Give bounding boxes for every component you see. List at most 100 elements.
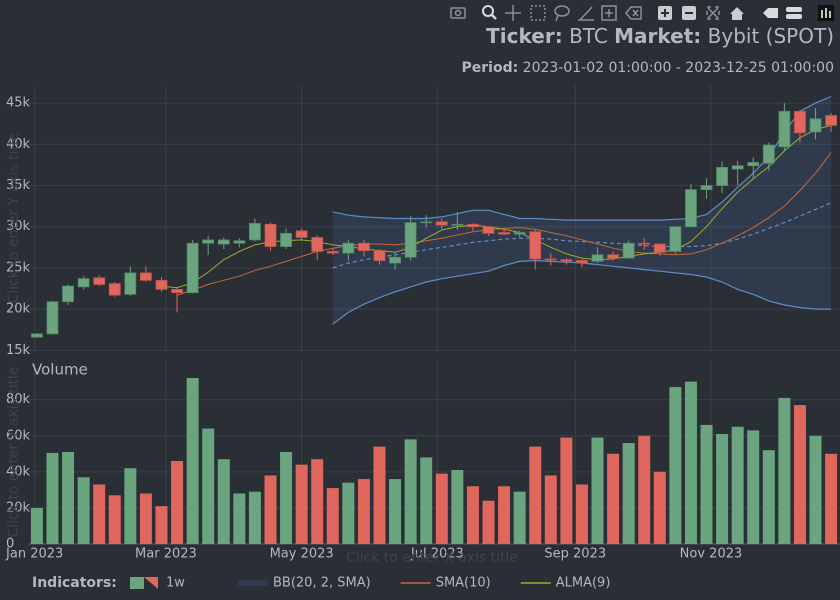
volume-bar: [544, 475, 557, 544]
y-tick-label: 0: [6, 537, 14, 552]
candle-body: [77, 278, 90, 288]
candle-body: [46, 301, 59, 335]
camera-button[interactable]: [450, 7, 466, 19]
x-tick-label: Mar 2023: [135, 547, 197, 562]
candle-body: [217, 239, 230, 245]
candle-body: [233, 240, 246, 244]
legend-item: SMA(10): [400, 576, 491, 591]
candle-body: [124, 272, 137, 295]
y-tick-label: 30k: [6, 219, 31, 234]
volume-bar: [248, 491, 261, 544]
spike-button[interactable]: [763, 8, 778, 18]
candle-body: [108, 283, 121, 296]
x-tick-label: May 2023: [270, 547, 334, 562]
title-label: Market:: [614, 24, 701, 48]
candle-body: [155, 279, 168, 290]
hover-button[interactable]: [786, 7, 802, 19]
candle-body: [140, 272, 152, 281]
volume-bar: [762, 450, 775, 544]
title-value: Bybit (SPOT): [708, 24, 834, 48]
legend-item: ALMA(9): [520, 576, 611, 591]
zoom-in-button[interactable]: [658, 6, 672, 20]
volume-bar: [124, 468, 137, 544]
legend-title: Indicators:: [32, 575, 117, 591]
volume-bar: [202, 428, 215, 544]
y-tick-label: 40k: [6, 464, 31, 479]
candle-body: [326, 251, 339, 254]
volume-bar: [622, 442, 635, 544]
volume-bar: [575, 484, 588, 544]
candle-body: [171, 288, 183, 294]
candle-body: [669, 226, 682, 252]
legend-label: ALMA(9): [556, 576, 611, 591]
volume-bar: [747, 430, 760, 544]
logo[interactable]: [818, 5, 834, 21]
candle-body: [685, 189, 697, 228]
volume-bar: [139, 493, 152, 544]
volume-bar: [108, 495, 121, 544]
volume-bar: [326, 488, 339, 544]
candle-body: [731, 165, 744, 170]
autoscale-button[interactable]: [706, 6, 720, 20]
volume-bar: [653, 471, 666, 544]
indicator-line: [176, 152, 832, 296]
candle-body: [358, 242, 370, 252]
draw-line-button[interactable]: [578, 6, 594, 21]
volume-bar: [793, 405, 806, 544]
legend-swatch: [238, 580, 268, 586]
y-tick-label: 20k: [6, 500, 31, 515]
candle-body: [249, 223, 261, 241]
candle-body: [762, 144, 775, 164]
candle-body: [576, 260, 588, 264]
volume-bar: [404, 439, 417, 544]
candle-body: [311, 237, 324, 252]
volume-bar: [342, 482, 355, 544]
y-tick-label: 15k: [6, 343, 31, 358]
y-tick-label: 35k: [6, 178, 31, 193]
legend: Indicators: 1w BB(20, 2, SMA) SMA(10) ALMA(…: [32, 575, 610, 591]
candle-body: [591, 254, 604, 262]
volume-bar: [155, 506, 168, 544]
candle-body: [700, 185, 713, 191]
y-axis-placeholder[interactable]: Click to enter Y axis title: [6, 367, 22, 538]
volume-bar: [389, 479, 402, 544]
volume-bar: [716, 433, 729, 544]
candle-body: [420, 221, 433, 224]
y-axis-placeholder[interactable]: Click to enter Y axis title: [6, 133, 22, 304]
x-tick-label: Jul 2023: [410, 547, 464, 562]
legend-item: 1w: [130, 576, 185, 591]
candle-body: [809, 118, 822, 133]
band-line: [332, 95, 832, 221]
volume-bar: [295, 464, 308, 544]
pan-button[interactable]: [505, 5, 521, 21]
legend-swatch: [144, 577, 158, 589]
zoom-out-button[interactable]: [682, 6, 696, 20]
volume-bar: [669, 387, 682, 544]
volume-bar: [217, 459, 230, 544]
lasso-button[interactable]: [554, 5, 570, 22]
candle-body: [62, 285, 74, 303]
candle-body: [482, 226, 495, 234]
candle-body: [404, 222, 417, 258]
candle-body: [794, 110, 806, 134]
candle-body: [747, 162, 760, 167]
modebar: [450, 5, 834, 22]
candle-body: [451, 223, 464, 226]
box-select-button[interactable]: [530, 5, 546, 21]
candle-body: [825, 115, 838, 126]
volume-bar: [778, 397, 791, 544]
x-axis-placeholder[interactable]: Click to enter X axis title: [346, 550, 518, 566]
reset-button[interactable]: [730, 7, 744, 20]
volume-bar: [560, 437, 573, 544]
volume-bar: [280, 452, 293, 544]
draw-rect-button[interactable]: [601, 5, 617, 21]
erase-button[interactable]: [625, 6, 642, 20]
candle-body: [653, 243, 666, 253]
band-fill: [332, 96, 832, 324]
subtitle: Period: 2023-01-02 01:00:00 - 2023-12-25…: [462, 60, 835, 76]
candle-body: [435, 221, 448, 226]
zoom-button[interactable]: [482, 5, 497, 20]
volume-bar: [373, 446, 386, 544]
